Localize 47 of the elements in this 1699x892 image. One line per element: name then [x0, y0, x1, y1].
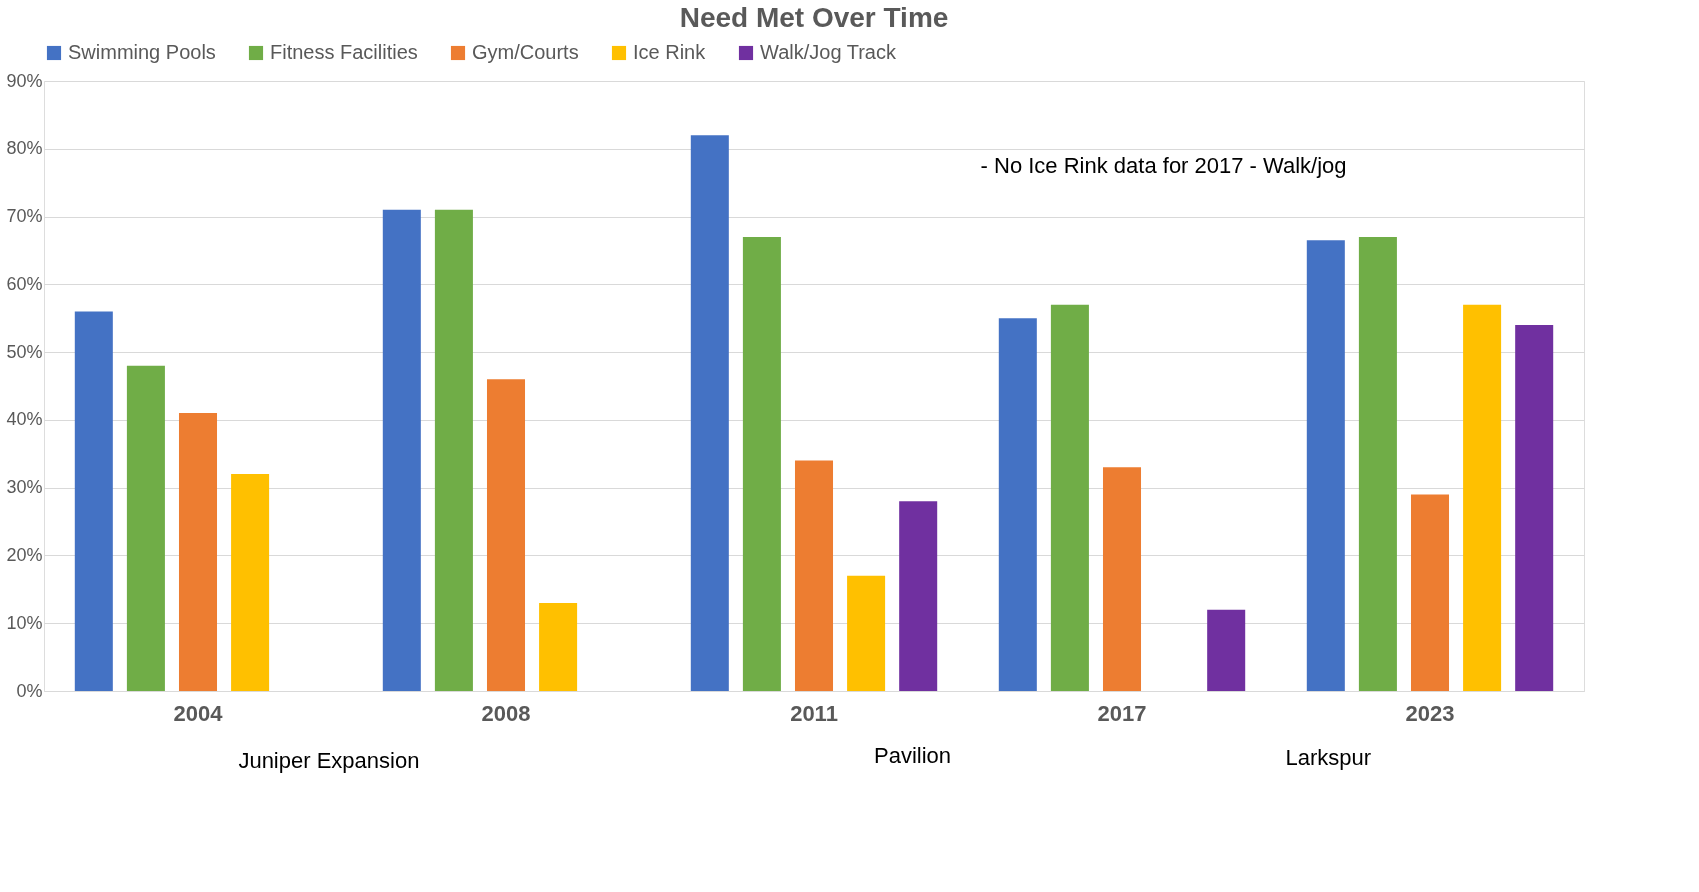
- text: Pavilion: [874, 743, 952, 768]
- x-tick-label: 2023: [1405, 700, 1455, 726]
- x-tick-label: 2011: [790, 700, 838, 726]
- chart-title: Need Met Over Time: [679, 2, 949, 33]
- y-tick-label: 90%: [6, 70, 43, 91]
- bar: [1102, 467, 1142, 691]
- x-tick-label: 2004: [173, 700, 224, 726]
- y-tick-label: 70%: [6, 206, 43, 227]
- bar: [178, 413, 218, 691]
- bar: [794, 460, 834, 691]
- y-tick-label: 80%: [6, 138, 43, 159]
- y-tick-label: 20%: [6, 544, 43, 565]
- bar: [434, 209, 473, 691]
- y-tick-label: 30%: [6, 477, 43, 498]
- bar: [539, 602, 578, 691]
- bar: [1463, 304, 1502, 691]
- x-tick-label: 2017: [1097, 700, 1147, 726]
- bar: [847, 575, 886, 691]
- legend-label: Walk/Jog Track: [760, 41, 897, 63]
- bar: [1358, 236, 1397, 691]
- legend-label: Gym/Courts: [472, 41, 579, 63]
- bar: [742, 236, 781, 691]
- bar: [1207, 609, 1246, 691]
- bar: [231, 474, 270, 691]
- y-tick-label: 50%: [6, 341, 43, 362]
- legend-label: Fitness Facilities: [270, 41, 418, 63]
- bar: [1410, 494, 1450, 691]
- bar: [126, 365, 165, 691]
- bar: [74, 311, 113, 691]
- bar: [690, 135, 729, 691]
- text: Larkspur: [1285, 745, 1372, 770]
- bar: [998, 318, 1037, 691]
- bar: [899, 501, 938, 691]
- y-tick-label: 40%: [6, 409, 43, 430]
- y-tick-label: 10%: [6, 612, 43, 633]
- bar: [1306, 240, 1345, 691]
- text: Juniper Expansion: [238, 748, 420, 773]
- bar: [486, 379, 526, 691]
- bar: [1050, 304, 1089, 691]
- legend-label: Ice Rink: [633, 41, 707, 63]
- bar: [382, 209, 421, 691]
- bar: [1515, 325, 1554, 691]
- y-tick-label: 60%: [6, 273, 43, 294]
- annotation: - No Ice Rink data for 2017 - Walk/jog: [980, 153, 1347, 179]
- x-tick-label: 2008: [481, 700, 531, 726]
- legend-label: Swimming Pools: [68, 41, 216, 63]
- y-tick-label: 0%: [16, 680, 43, 701]
